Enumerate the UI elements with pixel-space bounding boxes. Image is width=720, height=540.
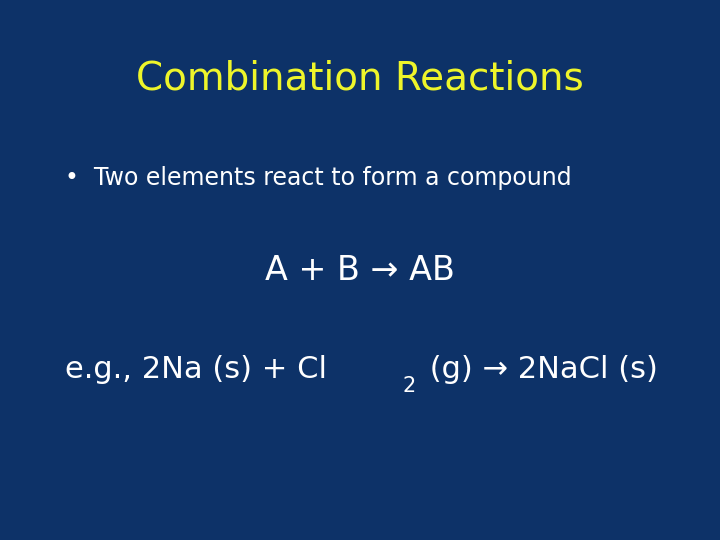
Text: e.g., 2Na (s) + Cl: e.g., 2Na (s) + Cl <box>65 355 327 384</box>
Text: 2: 2 <box>403 375 416 395</box>
Text: A + B → AB: A + B → AB <box>265 253 455 287</box>
Text: •  Two elements react to form a compound: • Two elements react to form a compound <box>65 166 572 190</box>
Text: Combination Reactions: Combination Reactions <box>136 59 584 97</box>
Text: (g) → 2NaCl (s): (g) → 2NaCl (s) <box>420 355 658 384</box>
